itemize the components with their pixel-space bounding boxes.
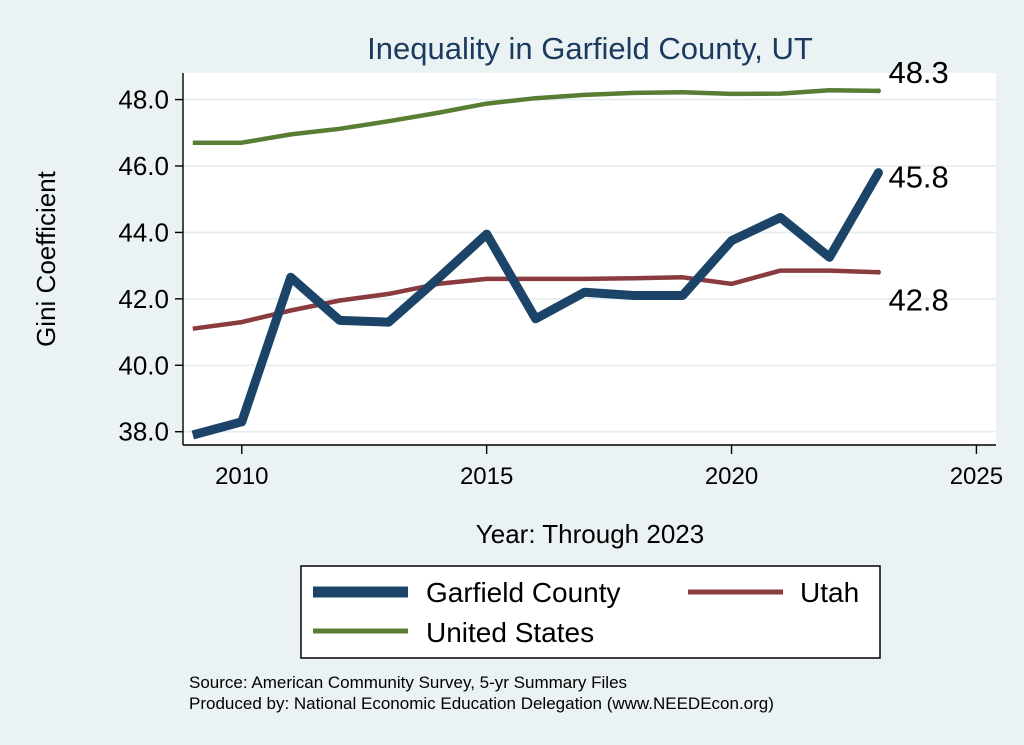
axes [182,73,996,446]
series-line-united-states [192,88,879,145]
y-axis-ticks: 38.0 40.0 42.0 44.0 46.0 48.0 [118,85,183,447]
end-label-united-states: 48.3 [888,55,948,90]
y-tick-label: 46.0 [118,151,169,181]
y-tick-label: 38.0 [118,417,169,447]
series-endpoint-united-states [875,88,881,94]
series-endpoint-garfield-county [873,168,883,178]
series-line-garfield-county [191,170,883,440]
x-tick-label: 2010 [215,463,268,490]
series-lines [191,88,883,440]
y-tick-label: 40.0 [118,350,169,380]
y-tick-label: 44.0 [118,217,169,247]
x-tick-label: 2025 [950,463,1003,490]
x-axis-label: Year: Through 2023 [476,519,704,549]
y-tick-label: 42.0 [118,284,169,314]
series-line-utah [192,268,879,331]
legend-label-utah: Utah [800,577,859,608]
series-endpoint-utah [875,269,881,275]
x-axis-ticks: 2010 2015 2020 2025 [215,445,1003,490]
y-axis-label: Gini Coefficient [31,170,61,347]
end-label-garfield-county: 45.8 [888,160,948,195]
chart-title: Inequality in Garfield County, UT [367,31,813,66]
legend-label-united-states: United States [426,617,594,648]
y-tick-label: 48.0 [118,85,169,115]
x-tick-label: 2015 [460,463,513,490]
produced-by-note: Produced by: National Economic Education… [189,694,774,713]
plot-area [183,73,996,445]
x-tick-label: 2020 [705,463,758,490]
source-note: Source: American Community Survey, 5-yr … [189,673,627,692]
end-labels: 45.8 42.8 48.3 [888,55,948,317]
legend-box [300,565,881,659]
legend: Garfield County Utah United States [300,565,881,659]
legend-label-garfield-county: Garfield County [426,577,621,608]
end-label-utah: 42.8 [888,282,948,317]
